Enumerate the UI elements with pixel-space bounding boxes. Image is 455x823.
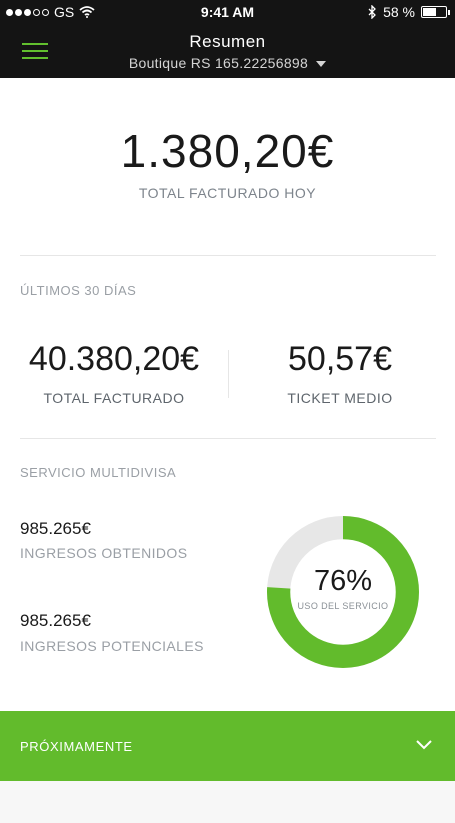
status-bar: GS 9:41 AM 58 % xyxy=(0,0,455,24)
last-30-days-label: ÚLTIMOS 30 DÍAS xyxy=(20,283,137,298)
usage-label: USO DEL SERVICIO xyxy=(297,601,389,611)
nav-bar: Resumen Boutique RS 165.22256898 xyxy=(0,24,455,78)
obtained-income-label: INGRESOS OBTENIDOS xyxy=(20,545,188,561)
status-time: 9:41 AM xyxy=(200,4,255,20)
average-ticket-label: TICKET MEDIO xyxy=(287,390,393,406)
menu-button[interactable] xyxy=(22,42,48,60)
wifi-icon xyxy=(79,6,95,18)
service-usage-donut xyxy=(267,516,419,668)
caret-down-icon xyxy=(316,61,327,68)
carrier-name: GS xyxy=(54,4,75,20)
page-title: Resumen xyxy=(189,32,266,51)
today-total-value: 1.380,20€ xyxy=(120,125,335,177)
multicurrency-label: SERVICIO MULTIDIVISA xyxy=(20,465,177,480)
potential-income-value: 985.265€ xyxy=(20,611,91,630)
battery-level xyxy=(423,8,436,16)
hamburger-icon xyxy=(22,43,48,45)
total-billed-value: 40.380,20€ xyxy=(28,340,200,378)
obtained-income-value: 985.265€ xyxy=(20,519,91,538)
donut-usage-arc xyxy=(267,516,419,668)
divider xyxy=(20,255,436,256)
today-total-label: TOTAL FACTURADO HOY xyxy=(138,185,317,201)
chevron-down-icon xyxy=(416,740,432,750)
bottom-area xyxy=(0,781,455,823)
potential-income-label: INGRESOS POTENCIALES xyxy=(20,638,204,654)
stats-divider xyxy=(228,350,229,398)
status-right: 58 % xyxy=(368,4,450,20)
store-selector[interactable]: Boutique RS 165.22256898 xyxy=(0,55,455,71)
average-ticket-value: 50,57€ xyxy=(288,340,392,378)
battery-percent: 58 % xyxy=(383,4,415,20)
carrier-info: GS xyxy=(6,4,95,20)
store-name: Boutique RS 165.22256898 xyxy=(128,55,309,71)
usage-percent: 76% xyxy=(313,565,373,597)
donut-inner-ring xyxy=(290,539,396,645)
battery-icon xyxy=(421,6,450,18)
signal-strength-icon xyxy=(6,8,49,16)
total-billed-label: TOTAL FACTURADO xyxy=(43,390,185,406)
coming-soon-bar[interactable]: PRÓXIMAMENTE xyxy=(0,711,455,781)
divider xyxy=(20,438,436,439)
bluetooth-icon xyxy=(368,5,376,19)
coming-soon-label: PRÓXIMAMENTE xyxy=(20,739,133,754)
